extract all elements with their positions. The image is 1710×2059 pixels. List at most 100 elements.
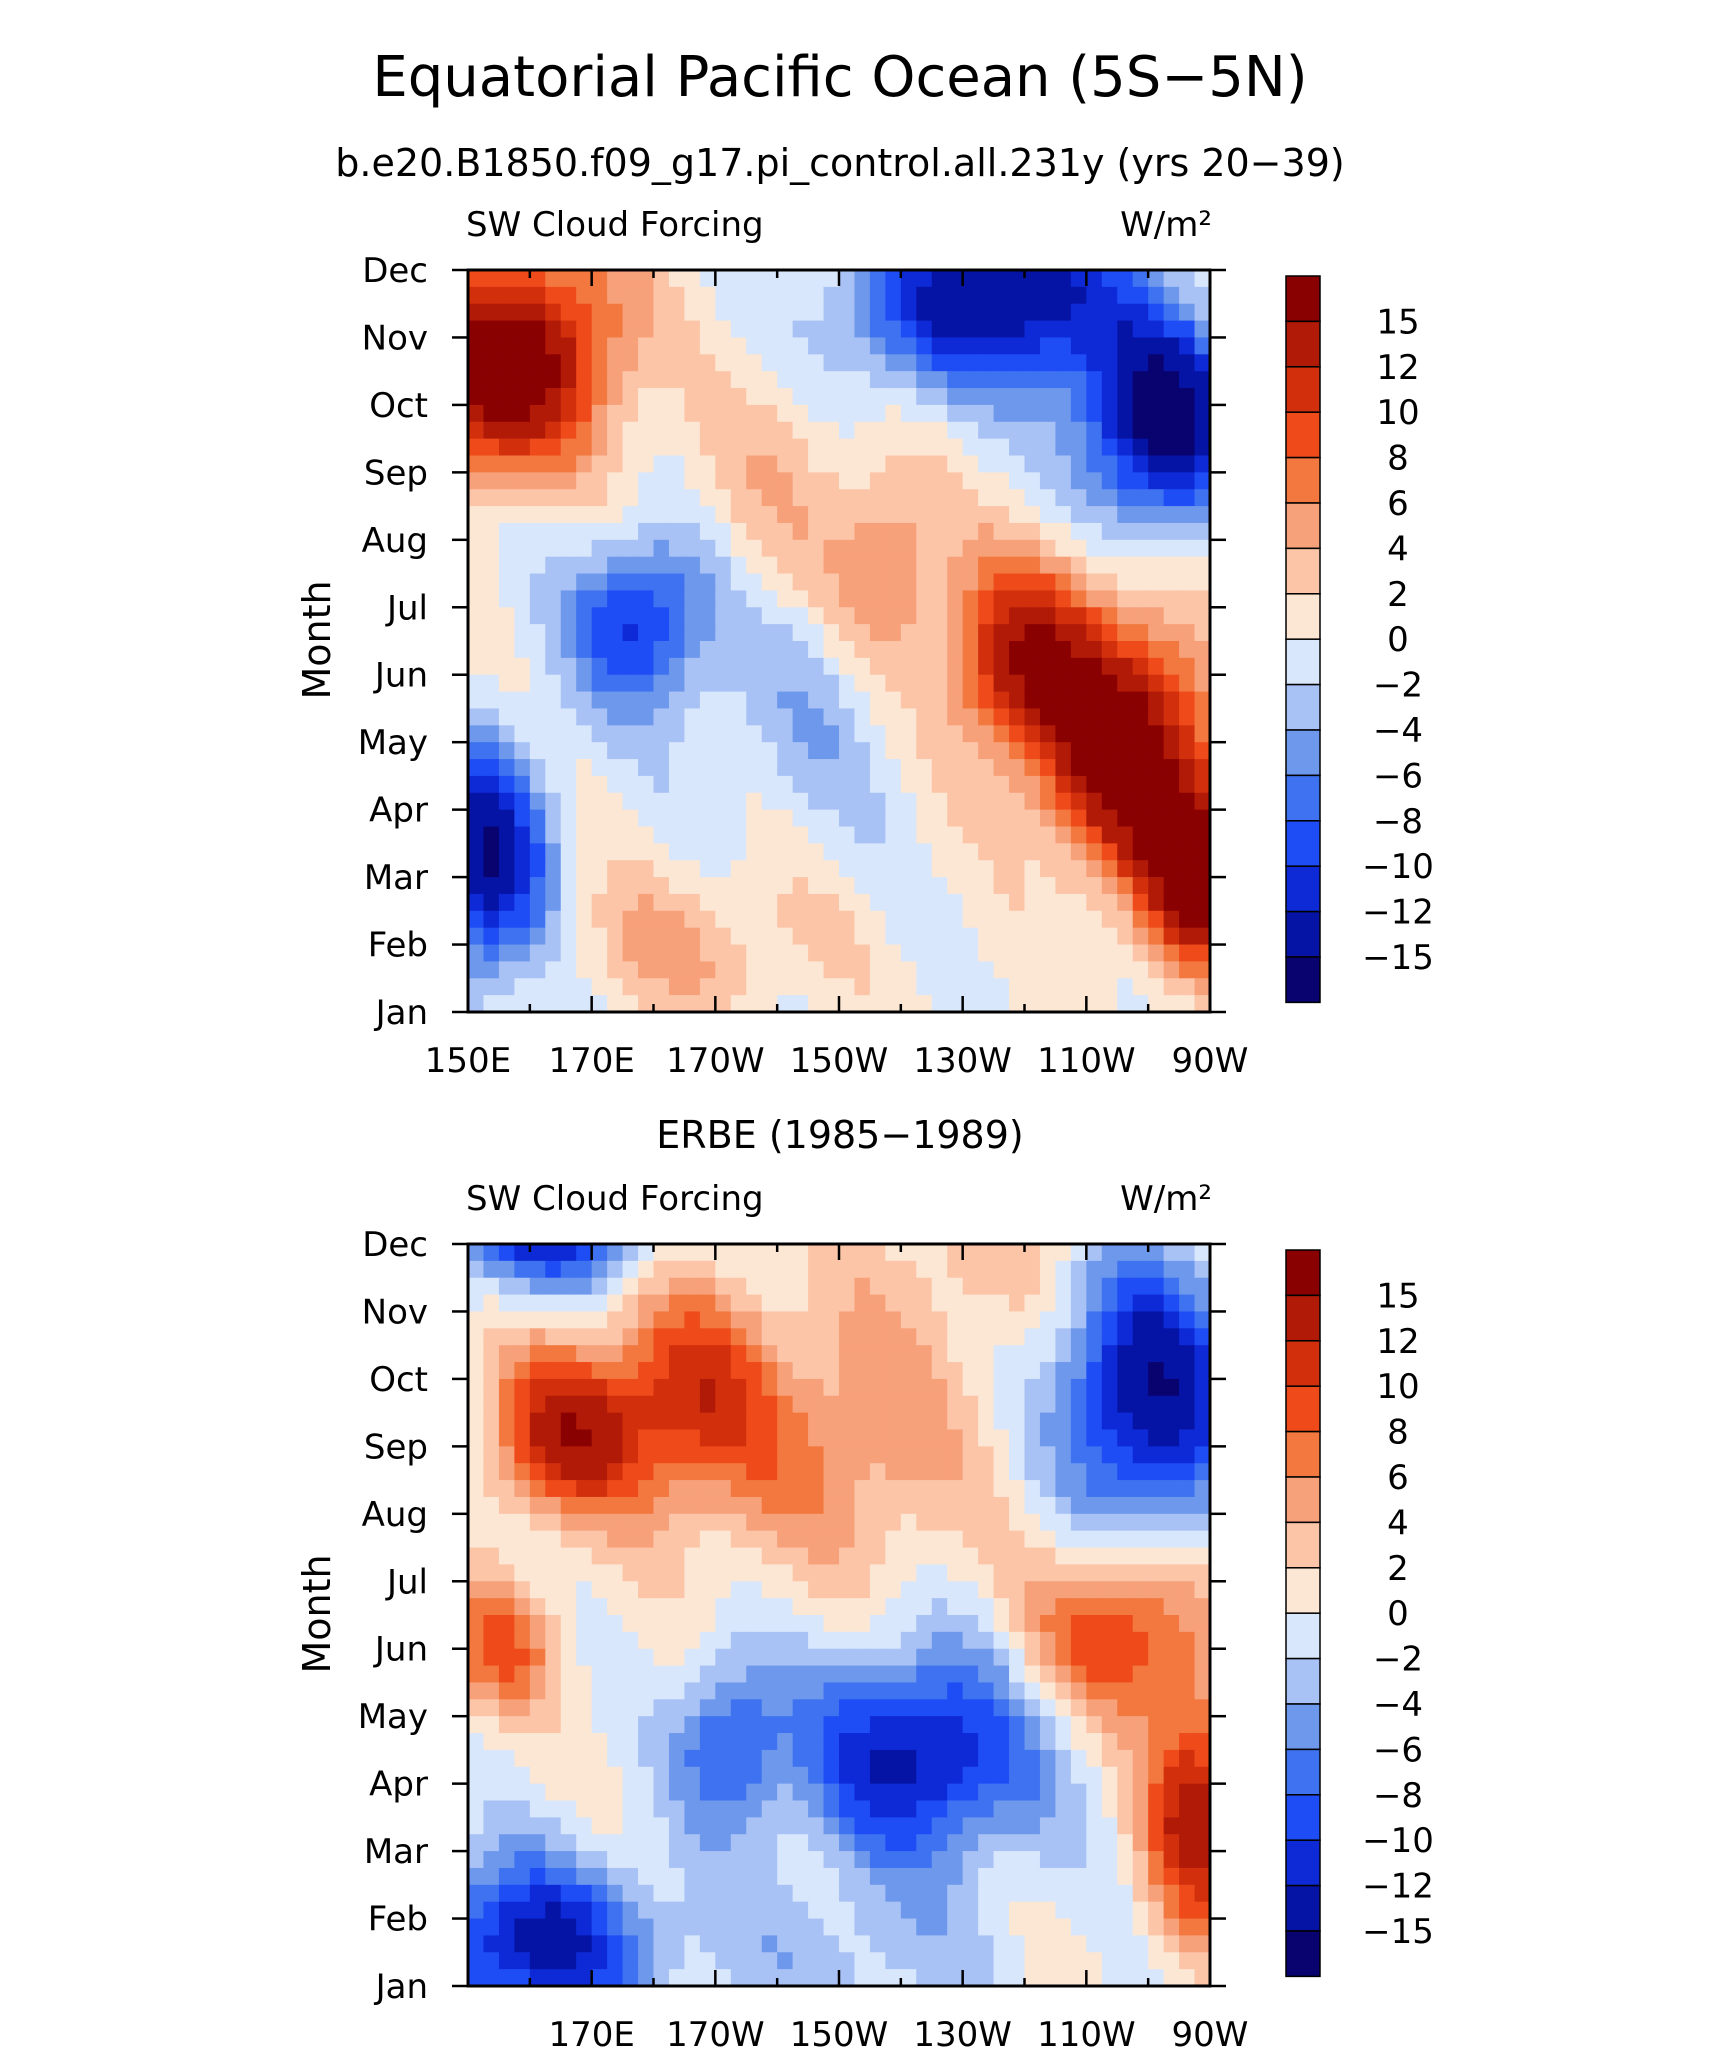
heatmap-cell	[1179, 1665, 1196, 1684]
heatmap-cell	[931, 1412, 948, 1431]
heatmap-cell	[854, 1901, 871, 1920]
heatmap-cell	[668, 1901, 686, 1920]
heatmap-cell	[622, 1749, 639, 1768]
heatmap-cell	[761, 1429, 778, 1447]
heatmap-cell	[931, 1496, 948, 1515]
heatmap-cell	[514, 1918, 531, 1937]
heatmap-cell	[545, 1463, 562, 1481]
heatmap-cell	[808, 1496, 825, 1515]
heatmap-cell	[808, 303, 825, 322]
y-tick-label: Jan	[374, 993, 428, 1033]
heatmap-cell	[869, 1362, 886, 1380]
heatmap-cell	[1194, 286, 1211, 305]
heatmap-cell	[545, 506, 562, 524]
heatmap-cell	[1179, 607, 1196, 625]
heatmap-cell	[1039, 860, 1057, 878]
heatmap-cell	[668, 573, 686, 592]
heatmap-cell	[1132, 1733, 1149, 1751]
heatmap-cell	[591, 556, 608, 575]
heatmap-cell	[993, 506, 1010, 524]
heatmap-cell	[1086, 1699, 1103, 1717]
heatmap-cell	[483, 775, 500, 794]
heatmap-cell	[545, 1244, 562, 1262]
heatmap-cell	[684, 708, 701, 726]
heatmap-cell	[900, 1429, 917, 1447]
heatmap-cell	[545, 1311, 562, 1329]
heatmap-cell	[839, 1648, 856, 1667]
heatmap-cell	[684, 978, 701, 996]
heatmap-cell	[1101, 1631, 1118, 1650]
heatmap-cell	[638, 1969, 655, 1987]
heatmap-cell	[1194, 1530, 1211, 1549]
heatmap-cell	[607, 1800, 624, 1818]
heatmap-cell	[869, 286, 886, 305]
heatmap-cell	[962, 1328, 979, 1346]
heatmap-cell	[808, 1716, 825, 1734]
heatmap-cell	[1132, 354, 1149, 372]
heatmap-cell	[1148, 1412, 1165, 1431]
heatmap-cell	[1117, 1682, 1134, 1700]
heatmap-cell	[1101, 388, 1118, 406]
heatmap-cell	[885, 1311, 902, 1329]
heatmap-cell	[498, 641, 515, 659]
heatmap-cell	[730, 522, 747, 541]
heatmap-cell	[545, 792, 562, 811]
heatmap-cell	[916, 1345, 933, 1363]
heatmap-cell	[746, 1244, 763, 1262]
heatmap-cell	[823, 1867, 840, 1886]
heatmap-cell	[900, 371, 917, 389]
heatmap-cell	[854, 371, 871, 389]
heatmap-cell	[761, 1800, 778, 1818]
heatmap-cell	[993, 320, 1010, 339]
heatmap-cell	[1039, 657, 1057, 676]
heatmap-cell	[823, 1766, 840, 1785]
heatmap-cell	[1117, 674, 1134, 693]
heatmap-cell	[638, 590, 655, 608]
heatmap-cell	[854, 961, 871, 979]
heatmap-cell	[1101, 1783, 1118, 1802]
heatmap-cell	[1024, 404, 1041, 423]
heatmap-cell	[1055, 759, 1072, 777]
heatmap-cell	[483, 1598, 500, 1616]
heatmap-cell	[684, 388, 701, 406]
heatmap-cell	[761, 1716, 778, 1734]
heatmap-cell	[1024, 910, 1041, 929]
heatmap-cell	[1101, 877, 1118, 895]
heatmap-cell	[483, 421, 500, 440]
heatmap-cell	[993, 1631, 1010, 1650]
heatmap-cell	[746, 725, 763, 743]
heatmap-cell	[962, 1716, 979, 1734]
heatmap-cell	[715, 995, 732, 1013]
heatmap-cell	[808, 1395, 825, 1414]
heatmap-cell	[1055, 1513, 1072, 1532]
heatmap-cell	[1163, 624, 1180, 642]
heatmap-cell	[1163, 286, 1180, 305]
heatmap-cell	[854, 1260, 871, 1279]
heatmap-cell	[1101, 303, 1118, 322]
heatmap-cell	[854, 893, 871, 912]
heatmap-cell	[1070, 1294, 1087, 1313]
heatmap-cell	[869, 1446, 886, 1464]
heatmap-cell	[1039, 1716, 1057, 1734]
heatmap-cell	[699, 573, 716, 592]
heatmap-cell	[1194, 573, 1211, 592]
heatmap-cell	[607, 1766, 624, 1785]
heatmap-cell	[1163, 1547, 1180, 1566]
heatmap-cell	[498, 961, 515, 979]
heatmap-cell	[962, 927, 979, 946]
heatmap-cell	[869, 624, 886, 642]
heatmap-cell	[560, 657, 577, 676]
heatmap-cell	[1101, 708, 1118, 726]
heatmap-cell	[869, 1851, 886, 1869]
heatmap-cell	[684, 1345, 701, 1363]
heatmap-cell	[607, 1935, 624, 1953]
heatmap-cell	[885, 1598, 902, 1616]
heatmap-cell	[498, 843, 515, 861]
heatmap-cell	[1163, 1530, 1180, 1549]
heatmap-cell	[854, 860, 871, 878]
heatmap-cell	[885, 809, 902, 828]
heatmap-cell	[761, 438, 778, 457]
heatmap-cell	[962, 1547, 979, 1566]
heatmap-cell	[839, 725, 856, 743]
colorbar-label: −12	[1362, 1867, 1434, 1907]
